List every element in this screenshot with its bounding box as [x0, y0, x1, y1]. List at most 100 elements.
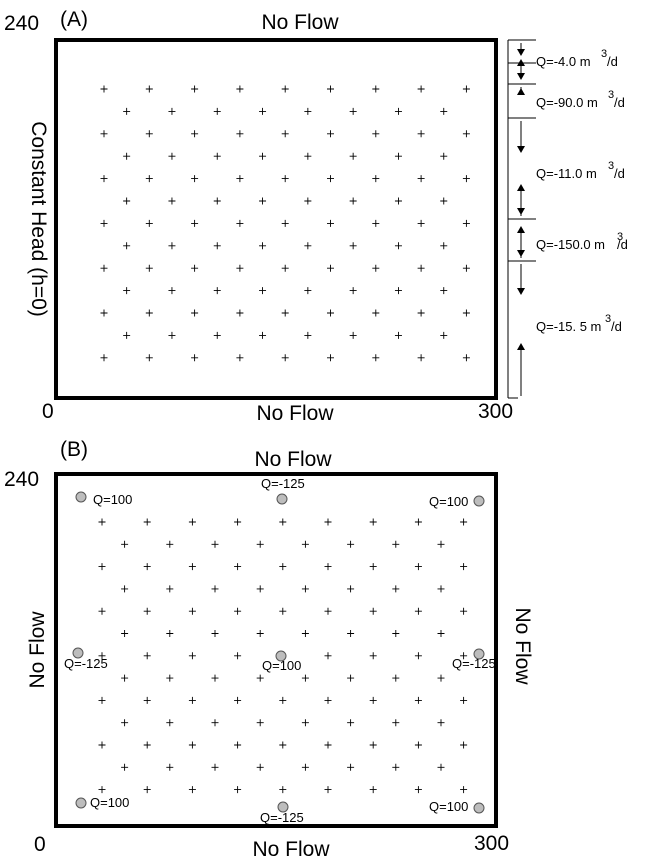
observation-point: [327, 309, 334, 317]
flux-label-exponent: 3: [601, 48, 607, 60]
observation-point: [259, 107, 267, 115]
observation-point: [98, 652, 106, 660]
observation-point: [188, 741, 196, 749]
well-label: Q=100: [93, 492, 132, 507]
observation-point: [143, 518, 151, 526]
well-label: Q=100: [262, 658, 301, 673]
observation-point: [234, 607, 242, 615]
well-label: Q=-125: [64, 656, 108, 671]
arrowhead-up: [517, 226, 525, 233]
observation-point: [304, 331, 312, 339]
observation-point: [394, 242, 402, 250]
observation-point: [460, 607, 468, 615]
observation-point: [166, 674, 174, 682]
observation-point: [372, 130, 380, 138]
observation-point: [304, 107, 312, 115]
observation-point: [259, 242, 267, 250]
panel-a-x-min-label: 0: [42, 400, 54, 423]
observation-point: [372, 309, 380, 317]
panel-a-observation-grid: [100, 85, 470, 362]
observation-point: [123, 197, 131, 205]
observation-point: [392, 719, 400, 727]
well-marker: Q=-125: [261, 476, 305, 505]
observation-point: [347, 585, 355, 593]
well-label: Q=-125: [261, 476, 305, 491]
observation-point: [327, 219, 334, 227]
observation-point: [347, 719, 355, 727]
panel-a-top-boundary-label: No Flow: [261, 11, 339, 34]
observation-point: [281, 175, 289, 183]
arrowhead-down: [517, 73, 525, 80]
observation-point: [145, 354, 153, 362]
observation-point: [98, 518, 106, 526]
flux-label-text: Q=-11.0 m: [536, 166, 597, 181]
flux-label-unit: /d: [614, 95, 625, 110]
observation-point: [100, 130, 108, 138]
observation-point: [369, 741, 377, 749]
panel-a-y-max-label: 240: [4, 12, 39, 35]
well-marker: Q=100: [75, 795, 129, 810]
flux-label-unit: /d: [607, 54, 618, 69]
observation-point: [417, 219, 425, 227]
observation-point: [460, 786, 468, 794]
observation-point: [143, 741, 151, 749]
observation-point: [304, 197, 312, 205]
observation-point: [281, 354, 289, 362]
observation-point: [168, 107, 176, 115]
flux-label-text: Q=-150.0 m: [536, 237, 605, 252]
observation-point: [168, 287, 176, 295]
flux-label: Q=-4.0 m 3 /d: [536, 48, 618, 69]
observation-point: [234, 741, 242, 749]
observation-point: [304, 242, 312, 250]
observation-point: [324, 607, 332, 615]
observation-point: [324, 696, 332, 704]
observation-point: [256, 540, 264, 548]
observation-point: [414, 696, 422, 704]
observation-point: [121, 630, 129, 637]
observation-point: [191, 175, 199, 183]
observation-point: [460, 652, 468, 660]
observation-point: [304, 152, 312, 160]
flux-label: Q=-15. 5 m 3 /d: [536, 313, 622, 334]
panel-b-x-max-label: 300: [474, 832, 509, 855]
observation-point: [143, 607, 151, 615]
observation-point: [460, 518, 468, 526]
observation-point: [100, 309, 108, 317]
well-dot: [473, 495, 485, 507]
observation-point: [191, 85, 199, 93]
observation-point: [417, 354, 425, 362]
observation-point: [236, 354, 244, 362]
observation-point: [188, 607, 196, 615]
panel-b-bottom-boundary-label: No Flow: [252, 838, 330, 859]
well-marker: Q=100: [262, 650, 301, 673]
observation-point: [392, 674, 400, 682]
observation-point: [369, 696, 377, 704]
observation-point: [462, 85, 470, 93]
observation-point: [256, 763, 264, 771]
observation-point: [236, 264, 244, 272]
panel-b-domain-frame: [54, 472, 498, 828]
observation-point: [213, 287, 221, 295]
flux-label: Q=-11.0 m 3 /d: [536, 160, 625, 181]
observation-point: [279, 786, 287, 794]
observation-point: [98, 563, 106, 571]
panel-b-y-max-label: 240: [4, 468, 39, 491]
observation-point: [211, 674, 219, 682]
observation-point: [143, 696, 151, 704]
observation-point: [100, 175, 108, 183]
observation-point: [166, 540, 174, 548]
observation-point: [301, 763, 309, 771]
observation-point: [234, 518, 242, 526]
observation-point: [236, 130, 244, 138]
panel-b-observation-grid: [98, 518, 468, 794]
observation-point: [191, 354, 199, 362]
observation-point: [256, 630, 264, 637]
observation-point: [349, 242, 357, 250]
observation-point: [462, 354, 470, 362]
arrowhead-up: [517, 88, 525, 95]
observation-point: [349, 287, 357, 295]
observation-point: [369, 786, 377, 794]
observation-point: [236, 309, 244, 317]
observation-point: [327, 175, 334, 183]
well-marker: Q=100: [429, 494, 485, 509]
